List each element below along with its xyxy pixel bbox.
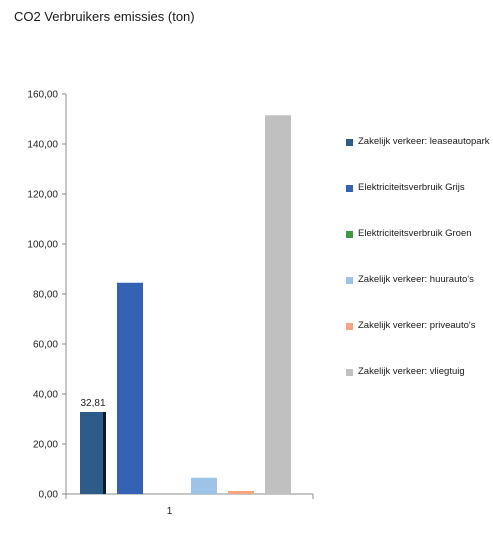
legend-swatch [346,323,353,330]
y-tick-label: 40,00 [33,390,58,401]
bar [265,115,291,494]
legend-swatch [346,185,353,192]
bar [191,477,217,494]
y-tick-label: 140,00 [27,140,58,151]
y-tick-label: 80,00 [33,290,58,301]
y-tick-label: 0,00 [39,490,59,501]
legend-label: Zakelijk verkeer: priveauto's [358,320,476,331]
y-tick-label: 100,00 [27,240,58,251]
legend-label: Zakelijk verkeer: huurauto's [358,274,474,285]
bar [117,282,143,494]
plot-area: 0,00 20,00 40,00 60,00 80,00 100,00 120,00 140,… [27,90,314,517]
y-tick-label: 160,00 [27,90,58,101]
legend-label: Elektriciteitsverbruik Grijs [358,182,465,193]
bar-edge [103,411,106,494]
legend-swatch [346,139,353,146]
legend-swatch [346,231,353,238]
legend-label: Zakelijk verkeer: vliegtuig [358,366,465,377]
data-label: 32,81 [80,398,105,409]
legend-swatch [346,277,353,284]
chart-frame: CO2 Verbruikers emissies (ton) 0,00 20,00… [8,8,489,530]
y-tick-label: 20,00 [33,440,58,451]
legend-label: Elektriciteitsverbruik Groen [358,228,472,239]
y-tick-label: 60,00 [33,340,58,351]
legend-label: Zakelijk verkeer: leaseautopark [358,136,490,147]
legend-swatch [346,369,353,376]
y-tick-label: 120,00 [27,190,58,201]
x-tick-label: 1 [167,506,173,517]
bar [80,411,106,494]
chart-title: CO2 Verbruikers emissies (ton) [14,9,195,24]
bar [228,491,254,494]
